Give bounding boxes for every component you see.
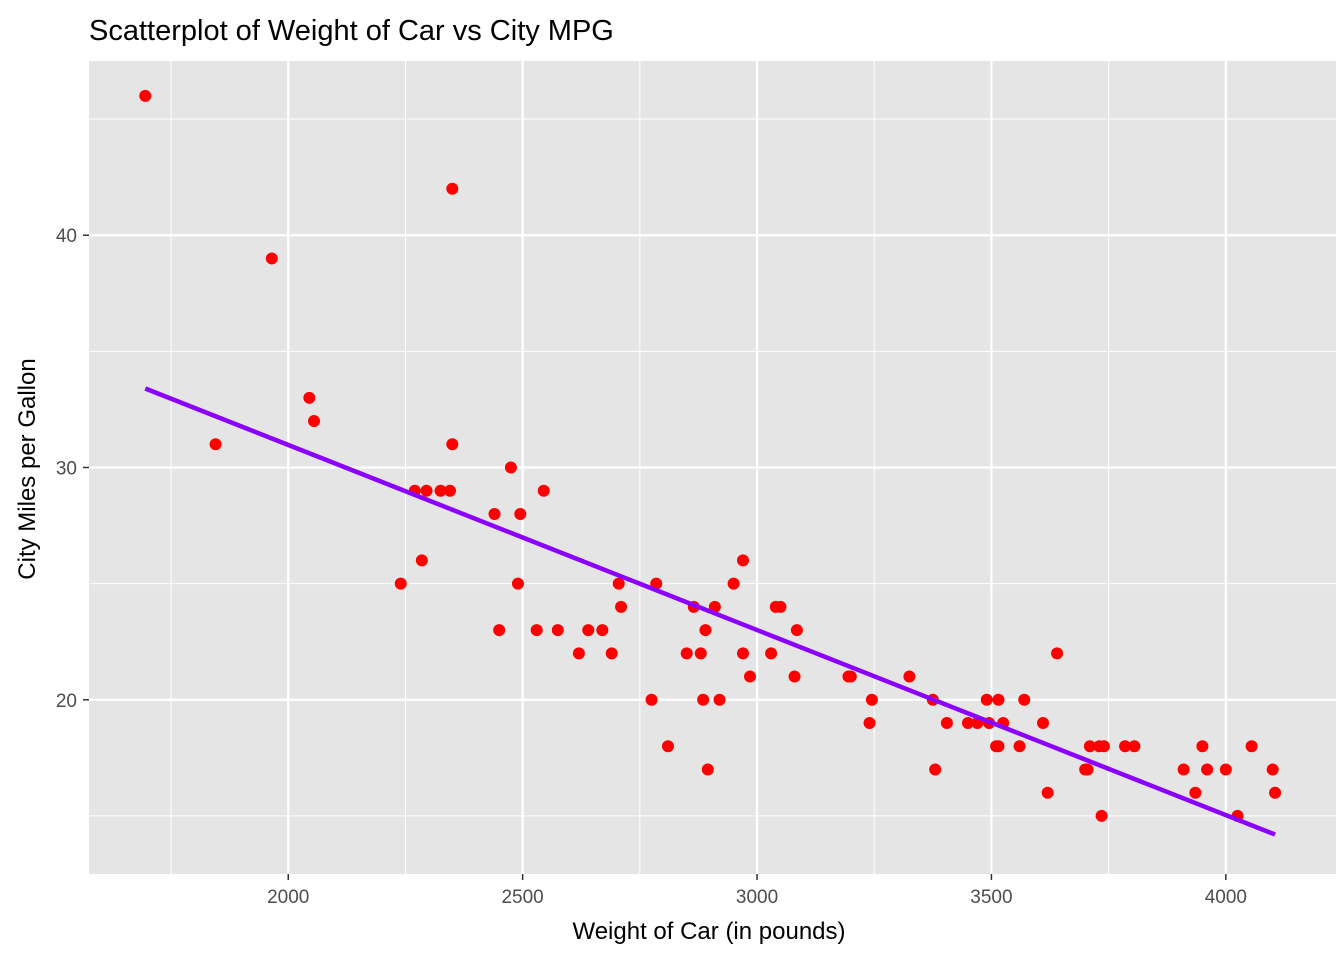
y-axis-ticks: 20 30 40 bbox=[56, 226, 89, 712]
data-point bbox=[992, 693, 1005, 706]
data-point bbox=[1018, 693, 1031, 706]
data-point bbox=[1177, 763, 1190, 776]
data-point bbox=[139, 89, 152, 102]
data-point bbox=[1219, 763, 1232, 776]
x-tick-label: 3500 bbox=[970, 887, 1012, 908]
data-point bbox=[727, 577, 740, 590]
y-tick-label: 30 bbox=[56, 459, 77, 480]
data-point bbox=[1269, 786, 1282, 799]
data-point bbox=[1013, 740, 1026, 753]
data-point bbox=[303, 391, 316, 404]
data-point bbox=[765, 647, 778, 660]
data-point bbox=[443, 484, 456, 497]
data-point bbox=[1095, 809, 1108, 822]
x-tick-label: 4000 bbox=[1205, 887, 1247, 908]
data-point bbox=[790, 624, 803, 637]
x-tick-label: 2000 bbox=[267, 887, 309, 908]
data-point bbox=[1128, 740, 1141, 753]
major-gridlines bbox=[89, 61, 1336, 874]
data-point bbox=[612, 577, 625, 590]
y-tick-label: 40 bbox=[56, 226, 77, 247]
data-point bbox=[1081, 763, 1094, 776]
data-point bbox=[701, 763, 714, 776]
y-tick-label: 20 bbox=[56, 691, 77, 712]
data-point bbox=[415, 554, 428, 567]
data-point bbox=[929, 763, 942, 776]
data-point bbox=[744, 670, 757, 683]
data-point bbox=[844, 670, 857, 683]
data-point bbox=[504, 461, 517, 474]
data-point bbox=[551, 624, 564, 637]
data-point bbox=[1196, 740, 1209, 753]
data-point bbox=[511, 577, 524, 590]
data-point bbox=[420, 484, 433, 497]
data-point bbox=[645, 693, 658, 706]
data-point bbox=[615, 600, 628, 613]
data-point bbox=[1097, 740, 1110, 753]
data-point bbox=[1119, 740, 1132, 753]
data-point bbox=[1041, 786, 1054, 799]
data-point bbox=[694, 647, 707, 660]
data-point bbox=[434, 484, 447, 497]
data-point bbox=[1083, 740, 1096, 753]
data-point bbox=[582, 624, 595, 637]
data-point bbox=[1189, 786, 1202, 799]
x-axis-ticks: 2000 2500 3000 3500 4000 bbox=[267, 874, 1247, 908]
data-point bbox=[446, 438, 459, 451]
data-point bbox=[697, 693, 710, 706]
data-point bbox=[209, 438, 222, 451]
data-point bbox=[788, 670, 801, 683]
data-point bbox=[488, 507, 501, 520]
data-point bbox=[596, 624, 609, 637]
data-point bbox=[940, 717, 953, 730]
data-point bbox=[394, 577, 407, 590]
data-point bbox=[865, 693, 878, 706]
data-point bbox=[446, 182, 459, 195]
data-point bbox=[308, 415, 321, 428]
x-tick-label: 3000 bbox=[736, 887, 778, 908]
data-point bbox=[1037, 717, 1050, 730]
data-point bbox=[1245, 740, 1258, 753]
data-point bbox=[680, 647, 693, 660]
data-point bbox=[736, 647, 749, 660]
data-point bbox=[713, 693, 726, 706]
data-point bbox=[572, 647, 585, 660]
data-point bbox=[961, 717, 974, 730]
chart-title: Scatterplot of Weight of Car vs City MPG bbox=[89, 15, 614, 47]
x-axis-title: Weight of Car (in pounds) bbox=[572, 918, 845, 945]
data-point bbox=[863, 717, 876, 730]
data-point bbox=[1266, 763, 1279, 776]
data-point bbox=[493, 624, 506, 637]
data-points bbox=[139, 89, 1282, 822]
data-point bbox=[265, 252, 278, 265]
data-point bbox=[514, 507, 527, 520]
x-tick-label: 2500 bbox=[501, 887, 543, 908]
data-point bbox=[1051, 647, 1064, 660]
data-point bbox=[530, 624, 543, 637]
data-point bbox=[605, 647, 618, 660]
data-point bbox=[661, 740, 674, 753]
data-point bbox=[903, 670, 916, 683]
data-point bbox=[736, 554, 749, 567]
data-point bbox=[1201, 763, 1214, 776]
data-point bbox=[537, 484, 550, 497]
data-point bbox=[774, 600, 787, 613]
y-axis-title: City Miles per Gallon bbox=[14, 358, 41, 579]
data-point bbox=[699, 624, 712, 637]
data-point bbox=[992, 740, 1005, 753]
data-point bbox=[980, 693, 993, 706]
trend-line bbox=[144, 386, 1276, 837]
